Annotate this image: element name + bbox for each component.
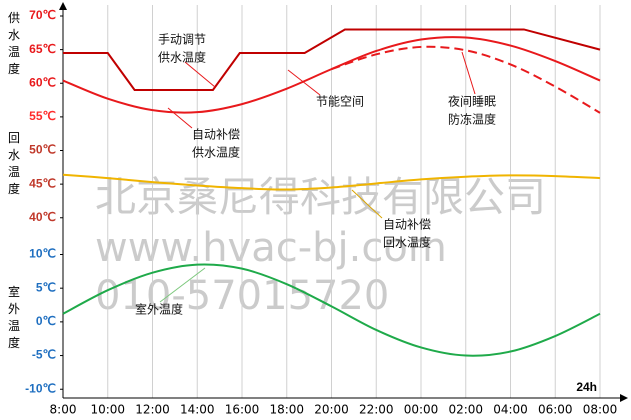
x-tick-label: 02:00 — [448, 403, 483, 417]
annotation: 节能空间 — [316, 95, 364, 109]
leader-line — [461, 51, 476, 95]
annotation: 供水温度 — [158, 50, 206, 65]
annotation: 室外温度 — [135, 302, 183, 317]
series-line — [62, 36, 601, 114]
x-tick-label: 18:00 — [269, 403, 304, 417]
series-line — [63, 28, 601, 91]
axis-label-char: 室 — [8, 284, 20, 299]
annotation: 回水温度 — [383, 235, 431, 250]
annotation: 夜间睡眠 — [448, 94, 496, 109]
axis-label-char: 水 — [8, 148, 20, 162]
annotation: 供水温度 — [192, 145, 240, 160]
x-tick-label: 08:00 — [583, 403, 618, 417]
y-tick-label: -10℃ — [25, 381, 56, 395]
x-tick-label: 20:00 — [314, 403, 349, 417]
y-tick-label: 65℃ — [29, 42, 56, 56]
axis-label-char: 度 — [8, 181, 20, 196]
leader-line — [287, 69, 321, 96]
x-tick-label: 14:00 — [180, 403, 215, 417]
y-tick-label: 55℃ — [29, 109, 56, 123]
axis-label: 室外温度 — [8, 284, 20, 350]
leader-line — [167, 107, 193, 129]
y-tick-label: 10℃ — [29, 247, 56, 261]
axis-label-char: 水 — [8, 28, 20, 42]
axis-label: 供水温度 — [8, 11, 20, 76]
series-line — [62, 173, 601, 191]
series-line — [331, 45, 601, 114]
axis-label: 回水温度 — [8, 131, 20, 196]
y-tick-label: 0℃ — [36, 314, 56, 328]
y-tick-label: 40℃ — [29, 210, 56, 224]
axis-label-char: 回 — [8, 131, 20, 145]
axis-label-char: 温 — [8, 319, 20, 333]
axis-label-char: 温 — [8, 165, 20, 179]
y-tick-label: 70℃ — [29, 8, 56, 22]
x-tick-label: 06:00 — [538, 403, 573, 417]
annotation: 自动补偿 — [383, 217, 431, 232]
y-tick-label: 50℃ — [29, 143, 56, 157]
axis-label-char: 度 — [8, 335, 20, 350]
series-line — [62, 263, 601, 357]
y-tick-label: 45℃ — [29, 176, 56, 190]
annotation: 防冻温度 — [448, 112, 496, 127]
axis-label-char: 供 — [8, 11, 20, 25]
leader-line — [184, 61, 216, 88]
x-tick-label: 12:00 — [135, 403, 170, 417]
y-axis-arrow — [59, 2, 67, 10]
watermark: 北京桑尼得科技有限公司 — [95, 173, 546, 221]
y-tick-label: -5℃ — [32, 348, 56, 362]
axis-label-char: 温 — [8, 45, 20, 59]
axis-label-char: 外 — [8, 302, 20, 316]
x-tick-label: 16:00 — [225, 403, 260, 417]
leader-line — [159, 267, 206, 303]
x-tick-label: 04:00 — [493, 403, 528, 417]
x-tick-label: 00:00 — [404, 403, 439, 417]
watermark: www.hvac-bj.com — [95, 225, 447, 271]
x-tick-label: 10:00 — [90, 403, 125, 417]
y-tick-label: 5℃ — [36, 280, 56, 294]
annotation: 手动调节 — [158, 33, 206, 47]
x-tick-label: 8:00 — [50, 403, 77, 417]
annotation: 自动补偿 — [192, 127, 240, 142]
axis-label-char: 度 — [8, 61, 20, 76]
x-tick-label: 22:00 — [359, 403, 394, 417]
leader-line — [351, 189, 383, 219]
x-axis-arrow — [620, 394, 628, 402]
y-tick-label: 60℃ — [29, 75, 56, 89]
x-axis-label: 24h — [576, 380, 597, 394]
